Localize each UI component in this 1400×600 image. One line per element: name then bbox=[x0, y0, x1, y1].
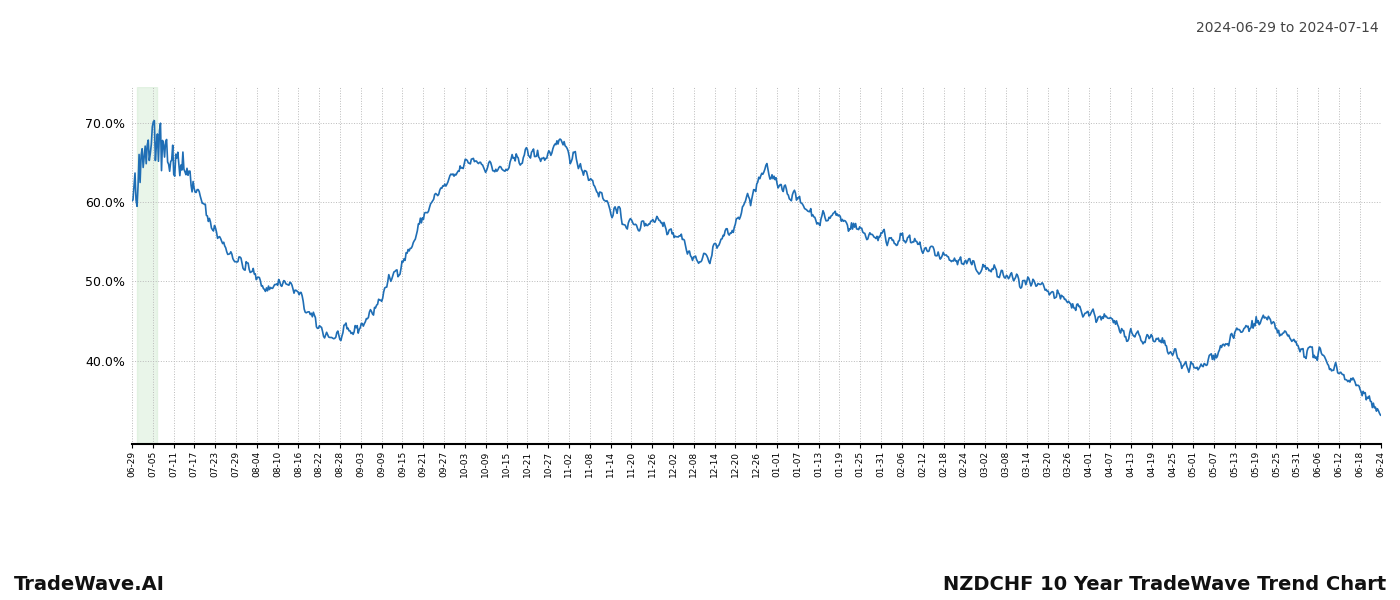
Text: NZDCHF 10 Year TradeWave Trend Chart: NZDCHF 10 Year TradeWave Trend Chart bbox=[942, 575, 1386, 594]
Bar bbox=[137, 87, 157, 444]
Text: TradeWave.AI: TradeWave.AI bbox=[14, 575, 165, 594]
Text: 2024-06-29 to 2024-07-14: 2024-06-29 to 2024-07-14 bbox=[1197, 21, 1379, 35]
